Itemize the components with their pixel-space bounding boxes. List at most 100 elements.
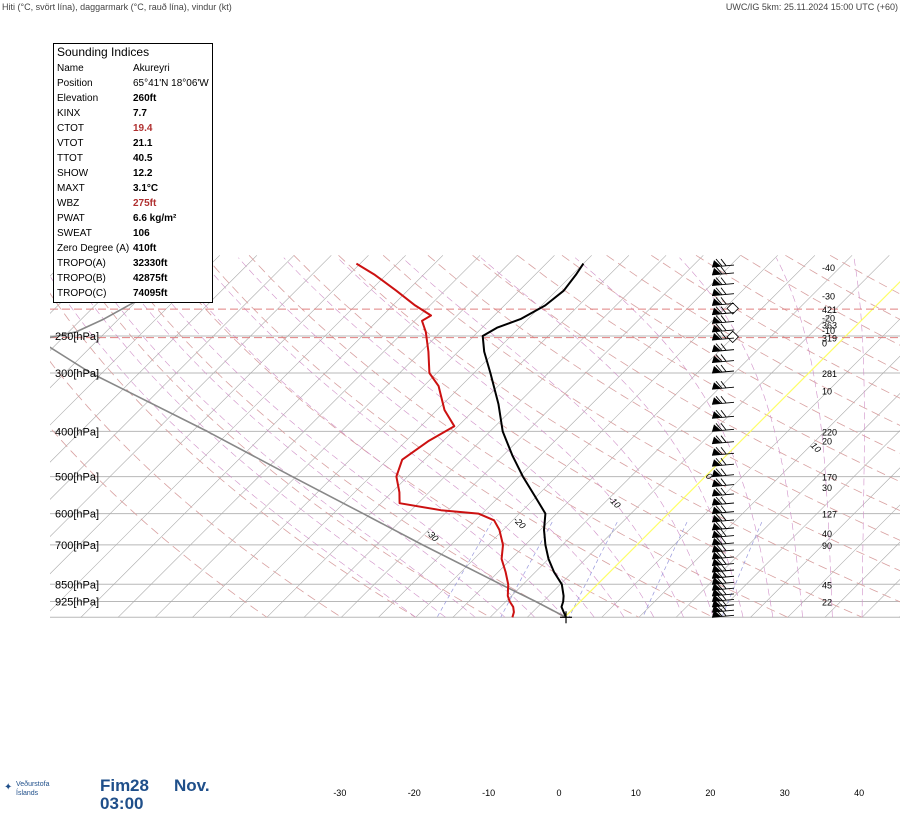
indices-value: 40.5	[133, 151, 152, 166]
right-axis-label: 20	[822, 436, 832, 446]
wind-barb	[712, 514, 734, 522]
bottom-axis-label: -30	[333, 788, 346, 798]
right-axis-label: 45	[822, 580, 832, 590]
wind-barb	[712, 315, 734, 323]
indices-key: PWAT	[57, 211, 133, 226]
indices-value: 275ft	[133, 196, 156, 211]
indices-value: 410ft	[133, 241, 156, 256]
indices-value: 106	[133, 226, 150, 241]
indices-key: Position	[57, 76, 133, 91]
bottom-axis-label: -20	[408, 788, 421, 798]
wind-barb	[712, 278, 734, 286]
wind-barbs-layer	[712, 259, 734, 617]
right-axis-label: 281	[822, 369, 837, 379]
logo-line2: Íslands	[16, 790, 38, 797]
wind-barb	[712, 396, 734, 404]
indices-row: Zero Degree (A)410ft	[57, 241, 209, 256]
bottom-axis-label: 0	[557, 788, 562, 798]
bottom-axis-label: 20	[705, 788, 715, 798]
isotherm-label: -20	[511, 515, 527, 531]
mixing-ratio-line	[569, 522, 617, 617]
temperature-line	[483, 264, 584, 618]
logo-line1: Veðurstofa	[16, 781, 49, 788]
forecast-day: 28	[130, 776, 149, 796]
wind-barb	[712, 506, 734, 514]
indices-value: 7.7	[133, 106, 147, 121]
mixing-ratio-line	[437, 522, 492, 617]
isotherm	[0, 255, 34, 617]
indices-key: TTOT	[57, 151, 133, 166]
indices-value: 21.1	[133, 136, 152, 151]
moist-adiabat	[83, 258, 475, 618]
moist-adiabat	[402, 258, 713, 618]
indices-value: 74095ft	[133, 286, 167, 301]
right-axis-label: 10	[822, 386, 832, 396]
indices-value: 19.4	[133, 121, 152, 136]
isotherm-label: 10	[809, 440, 823, 454]
logo: ✦ Veðurstofa Íslands	[2, 778, 68, 808]
indices-key: CTOT	[57, 121, 133, 136]
forecast-month: Nov.	[174, 776, 210, 796]
wind-barb	[712, 259, 734, 267]
dry-adiabat	[0, 255, 267, 617]
indices-key: TROPO(A)	[57, 256, 133, 271]
right-axis-label: 90	[822, 541, 832, 551]
bottom-axis-label: 30	[780, 788, 790, 798]
right-axis-label: 22	[822, 597, 832, 607]
indices-key: SWEAT	[57, 226, 133, 241]
indices-key: Name	[57, 61, 133, 76]
labels-layer: 925[hPa]850[hPa]700[hPa]600[hPa]500[hPa]…	[55, 263, 900, 798]
indices-row: TROPO(C)74095ft	[57, 286, 209, 301]
forecast-hour: 03:00	[100, 794, 143, 814]
moist-adiabat	[575, 258, 773, 618]
indices-key: SHOW	[57, 166, 133, 181]
grid-layer	[0, 255, 900, 617]
dewpoint-line	[356, 264, 514, 618]
pressure-label: 850[hPa]	[55, 579, 99, 591]
indices-value: 12.2	[133, 166, 152, 181]
isotherm-label: -10	[606, 494, 622, 510]
pressure-label: 300[hPa]	[55, 368, 99, 380]
pressure-label: 500[hPa]	[55, 472, 99, 484]
moist-adiabat	[108, 258, 505, 618]
bottom-axis-label: -10	[482, 788, 495, 798]
wind-barb	[712, 324, 734, 332]
indices-value: 65°41'N 18°06'W	[133, 76, 209, 91]
right-axis-label: -40	[822, 263, 835, 273]
indices-key: WBZ	[57, 196, 133, 211]
indices-key: TROPO(C)	[57, 286, 133, 301]
indices-key: VTOT	[57, 136, 133, 151]
isotherm-label: -30	[424, 527, 440, 543]
wind-barb	[712, 479, 734, 487]
pressure-label: 400[hPa]	[55, 426, 99, 438]
wind-barb	[712, 423, 734, 431]
indices-key: TROPO(B)	[57, 271, 133, 286]
indices-row: TROPO(B)42875ft	[57, 271, 209, 286]
wind-barb	[712, 267, 734, 275]
tropopause-marker	[727, 331, 738, 342]
pressure-label: 250[hPa]	[55, 331, 99, 343]
right-axis-label: 127	[822, 510, 837, 520]
right-axis-label: -30	[822, 292, 835, 302]
indices-row: TROPO(A)32330ft	[57, 256, 209, 271]
logo-icon: ✦	[4, 782, 12, 793]
parcel-line	[38, 264, 566, 618]
pressure-label: 700[hPa]	[55, 540, 99, 552]
right-axis-label: 0	[822, 338, 827, 348]
moist-adiabat	[238, 258, 624, 618]
indices-key: MAXT	[57, 181, 133, 196]
wind-barb	[712, 288, 734, 296]
indices-key: Elevation	[57, 91, 133, 106]
indices-key: KINX	[57, 106, 133, 121]
